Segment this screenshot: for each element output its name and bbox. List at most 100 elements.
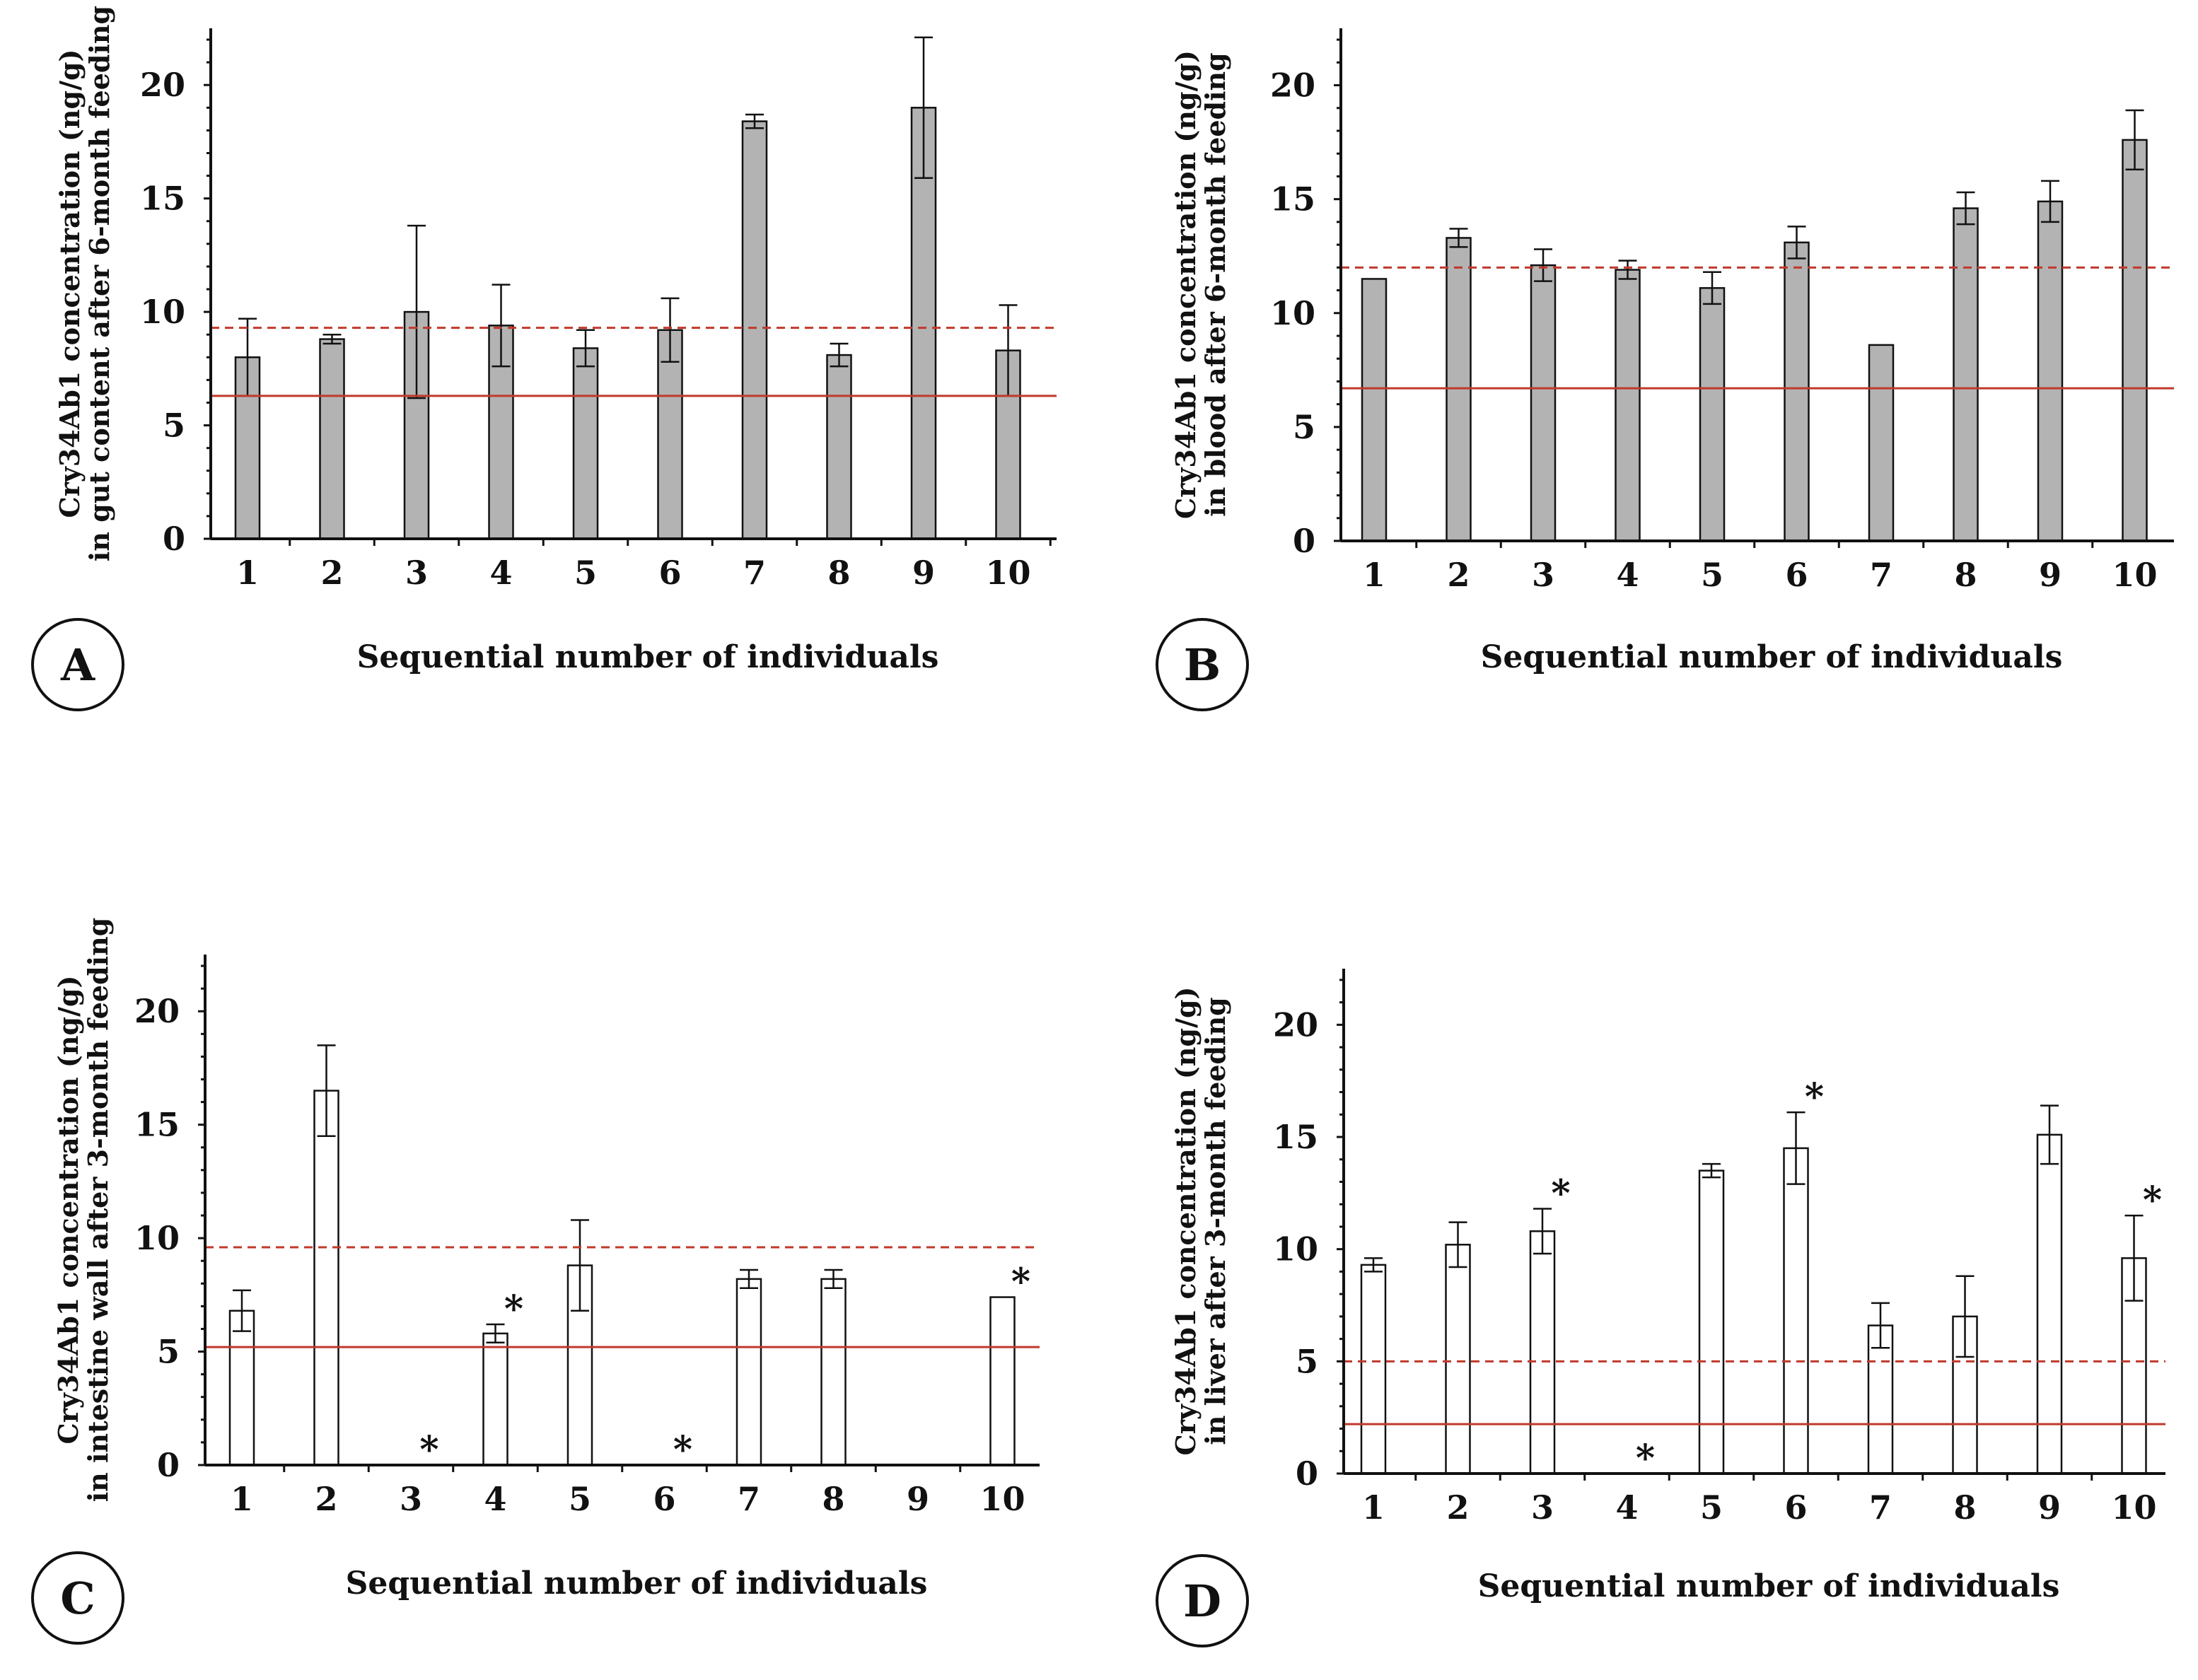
x-tick-label: 1: [1363, 556, 1385, 594]
bar-b-9: [2037, 200, 2064, 542]
x-tick-label: 9: [907, 1480, 929, 1518]
bar-b-3: [1530, 264, 1557, 542]
y-tick-label: 15: [1273, 1118, 1318, 1156]
y-axis-label-line1: Cry34Ab1 concentration (ng/g): [54, 49, 86, 518]
y-axis-label: Cry34Ab1 concentration (ng/g)in blood af…: [1170, 50, 1231, 519]
chart-panel-d: 0 5 10 15 20 1 2 3 4 5 6 7 8 9 10 * * * * Cry34Ab1 concentr…: [1156, 969, 2165, 1647]
significance-asterisk: *: [1011, 1261, 1030, 1304]
error-bar-b-2: [1449, 228, 1468, 248]
y-axis-label-line2: in liver after 3-month feeding: [1199, 997, 1231, 1445]
y-tick-label: 10: [134, 1219, 180, 1257]
x-tick-label: 8: [1954, 556, 1977, 594]
y-tick-label: 5: [1296, 1342, 1318, 1380]
significance-asterisk: *: [1636, 1437, 1655, 1480]
bar-c-7: [735, 1278, 762, 1466]
error-bar-d-8: [1955, 1275, 1975, 1358]
panel-letter-circle: [1156, 1554, 1249, 1647]
error-bar-a-6: [661, 297, 680, 363]
x-tick-label: 4: [484, 1480, 506, 1518]
bar-c-2: [313, 1090, 339, 1466]
error-bar-b-6: [1787, 226, 1806, 259]
x-tick-label: 7: [1870, 556, 1892, 594]
error-bar-a-2: [322, 333, 342, 345]
y-tick-label: 5: [163, 407, 185, 445]
panel-letter: C: [60, 1573, 95, 1624]
bar-c-10: [989, 1296, 1016, 1466]
bar-b-5: [1699, 287, 1726, 542]
error-bar-c-4: [486, 1323, 505, 1343]
x-tick-label: 7: [743, 554, 766, 592]
x-tick-label: 6: [1785, 556, 1808, 594]
chart-panel-b: 0 5 10 15 20 1 2 3 4 5 6 7 8 9 10 Cry34Ab1 concentratio…: [1156, 28, 2174, 711]
error-bar-b-4: [1618, 259, 1637, 280]
error-bar-d-7: [1871, 1302, 1890, 1349]
x-tick-label: 3: [405, 554, 428, 592]
chart-panel-a: 0 5 10 15 20 1 2 3 4 5 6 7 8 9 10 Cry34Ab1 concentratio…: [31, 6, 1057, 711]
y-tick-label: 20: [1273, 1005, 1318, 1044]
error-bar-b-3: [1534, 248, 1552, 282]
bar-b-6: [1784, 241, 1810, 542]
panel-letter-circle: [31, 618, 124, 711]
error-bar-d-1: [1364, 1257, 1383, 1273]
significance-asterisk: *: [673, 1428, 692, 1471]
x-tick-label: 1: [231, 1480, 253, 1518]
error-bar-d-10: [2124, 1214, 2144, 1302]
x-tick-label: 4: [1616, 556, 1639, 594]
x-tick-label: 2: [320, 554, 343, 592]
panel-letter: A: [60, 639, 95, 691]
panel-letter-circle: [31, 1551, 124, 1645]
x-tick-label: 8: [827, 554, 850, 592]
error-bar-c-2: [317, 1044, 336, 1137]
bar-d-1: [1360, 1264, 1387, 1475]
error-bar-a-3: [407, 224, 426, 399]
x-tick-label: 9: [2039, 556, 2062, 594]
bar-b-7: [1868, 344, 1895, 542]
error-bar-b-8: [1956, 191, 1975, 226]
y-tick-label: 5: [1293, 408, 1315, 446]
x-tick-label: 3: [1532, 556, 1554, 594]
x-tick-label: 6: [658, 554, 681, 592]
error-bar-d-6: [1786, 1111, 1806, 1185]
y-tick-label: 20: [1270, 66, 1315, 105]
x-tick-label: 7: [738, 1480, 760, 1518]
bar-d-6: [1783, 1147, 1809, 1475]
error-bar-d-9: [2040, 1104, 2059, 1165]
x-axis-title: Sequential number of individuals: [346, 1565, 928, 1602]
x-tick-label: 5: [574, 554, 597, 592]
error-bar-d-3: [1533, 1208, 1552, 1255]
significance-asterisk: *: [504, 1288, 523, 1331]
bar-c-8: [820, 1278, 847, 1466]
error-bar-c-8: [824, 1268, 843, 1289]
y-tick-label: 20: [134, 992, 180, 1030]
x-axis-title: Sequential number of individuals: [1481, 639, 2063, 675]
error-bar-d-5: [1702, 1162, 1721, 1179]
panel-letter: D: [1183, 1575, 1221, 1627]
significance-asterisk: *: [419, 1428, 438, 1471]
y-tick-label: 15: [134, 1106, 180, 1144]
x-axis-title: Sequential number of individuals: [1478, 1568, 2060, 1604]
bar-a-5: [572, 347, 599, 540]
y-tick-label: 10: [1273, 1230, 1318, 1268]
bar-c-4: [482, 1332, 508, 1466]
bar-a-7: [741, 120, 768, 540]
x-tick-label: 10: [2112, 556, 2157, 594]
y-tick-label: 10: [140, 293, 185, 331]
x-tick-label: 10: [2111, 1488, 2156, 1527]
x-tick-label: 6: [653, 1480, 675, 1518]
bar-b-8: [1953, 207, 1979, 542]
y-tick-label: 0: [1293, 522, 1315, 560]
y-tick-label: 10: [1270, 294, 1315, 332]
error-bar-b-5: [1703, 271, 1721, 305]
bar-a-6: [657, 329, 683, 540]
y-axis-label-line2: in blood after 6-month feeding: [1199, 52, 1231, 516]
x-tick-label: 9: [2038, 1488, 2061, 1527]
bar-b-10: [2122, 139, 2148, 542]
y-axis-label-line1: Cry34Ab1 concentration (ng/g): [52, 976, 84, 1445]
error-bar-c-1: [233, 1289, 251, 1332]
y-axis-label: Cry34Ab1 concentration (ng/g)in intestin…: [52, 918, 114, 1503]
y-tick-label: 15: [1270, 180, 1315, 218]
x-tick-label: 3: [1531, 1488, 1554, 1527]
y-axis-label: Cry34Ab1 concentration (ng/g)in gut cont…: [54, 6, 115, 561]
x-tick-label: 9: [912, 554, 935, 592]
